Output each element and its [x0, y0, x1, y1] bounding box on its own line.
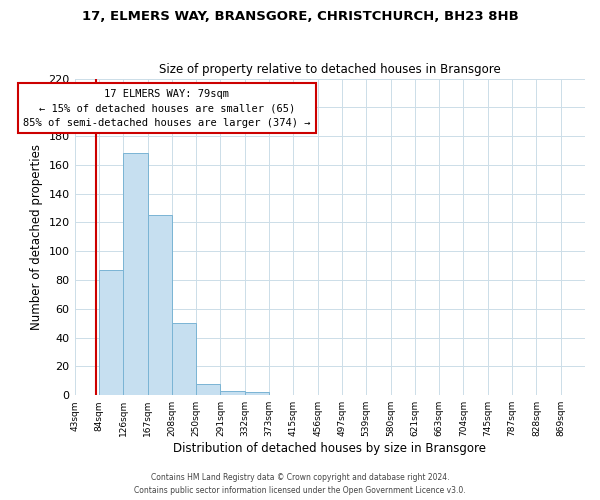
Bar: [172, 323, 196, 395]
Bar: [123, 154, 148, 395]
Text: 17 ELMERS WAY: 79sqm
← 15% of detached houses are smaller (65)
85% of semi-detac: 17 ELMERS WAY: 79sqm ← 15% of detached h…: [23, 88, 311, 128]
X-axis label: Distribution of detached houses by size in Bransgore: Distribution of detached houses by size …: [173, 442, 487, 455]
Title: Size of property relative to detached houses in Bransgore: Size of property relative to detached ho…: [159, 63, 500, 76]
Text: 17, ELMERS WAY, BRANSGORE, CHRISTCHURCH, BH23 8HB: 17, ELMERS WAY, BRANSGORE, CHRISTCHURCH,…: [82, 10, 518, 23]
Y-axis label: Number of detached properties: Number of detached properties: [30, 144, 43, 330]
Bar: [220, 391, 245, 395]
Text: Contains HM Land Registry data © Crown copyright and database right 2024.
Contai: Contains HM Land Registry data © Crown c…: [134, 474, 466, 495]
Bar: [196, 384, 220, 395]
Bar: [148, 216, 172, 395]
Bar: [245, 392, 269, 395]
Bar: [99, 270, 123, 395]
